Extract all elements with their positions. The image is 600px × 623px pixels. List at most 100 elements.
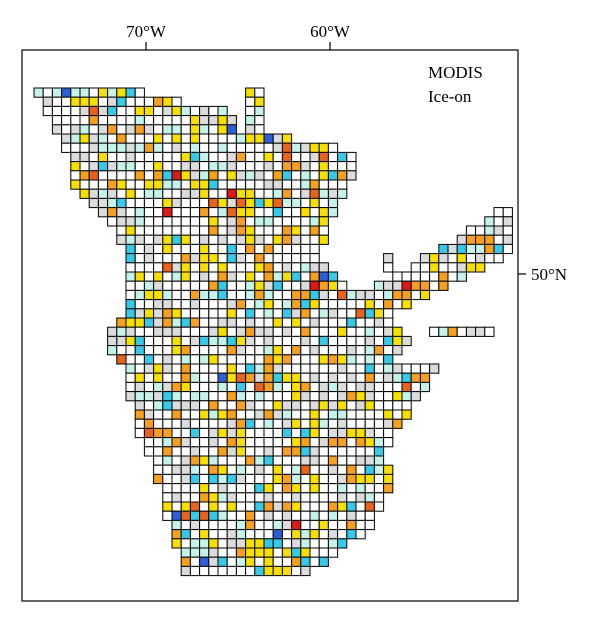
grid-cell xyxy=(226,280,237,291)
grid-cell xyxy=(309,299,320,310)
grid-cell xyxy=(125,372,136,383)
grid-cell xyxy=(107,87,118,98)
grid-cell xyxy=(245,437,256,448)
grid-cell xyxy=(281,289,293,301)
grid-cell xyxy=(254,243,265,255)
grid-cell xyxy=(79,161,90,172)
grid-cell xyxy=(116,96,127,107)
grid-cell xyxy=(180,115,191,126)
grid-cell xyxy=(291,262,302,273)
grid-cell xyxy=(217,538,228,549)
grid-cell xyxy=(318,529,329,540)
grid-cell xyxy=(153,271,164,282)
grid-cell xyxy=(208,262,219,273)
grid-cell xyxy=(300,207,311,218)
grid-cell xyxy=(263,170,274,181)
grid-cell xyxy=(392,289,403,301)
grid-cell xyxy=(107,124,118,135)
grid-cell xyxy=(180,538,191,549)
grid-cell xyxy=(217,105,228,117)
grid-cell xyxy=(180,501,191,512)
grid-cell xyxy=(208,418,219,429)
grid-cell xyxy=(162,96,173,107)
grid-cell xyxy=(79,124,90,135)
grid-cell xyxy=(116,105,127,117)
grid-cell xyxy=(383,335,394,347)
grid-cell xyxy=(337,538,348,549)
grid-cell xyxy=(309,464,320,475)
grid-cell xyxy=(337,326,348,337)
grid-cell xyxy=(355,510,366,521)
grid-cell xyxy=(162,253,173,264)
grid-cell xyxy=(337,381,348,393)
grid-cell xyxy=(125,142,136,153)
grid-cell xyxy=(153,179,164,190)
grid-cell xyxy=(318,510,329,521)
grid-cell xyxy=(171,299,182,310)
grid-cell xyxy=(79,96,90,107)
grid-cell xyxy=(125,96,136,107)
grid-cell xyxy=(171,345,182,356)
grid-cell xyxy=(235,510,247,521)
grid-cell xyxy=(245,418,256,429)
grid-cell xyxy=(162,115,173,126)
grid-cell xyxy=(199,363,210,374)
grid-cell xyxy=(125,225,136,236)
grid-cell xyxy=(61,96,72,107)
grid-cell xyxy=(337,280,348,291)
grid-cell xyxy=(134,372,145,383)
grid-cell xyxy=(143,308,155,319)
grid-cell xyxy=(401,335,412,347)
grid-cell xyxy=(143,400,155,411)
grid-cell xyxy=(337,446,348,457)
grid-cell xyxy=(180,381,191,393)
grid-cell xyxy=(88,151,99,163)
grid-cell xyxy=(199,188,210,199)
grid-cell xyxy=(199,225,210,236)
grid-cell xyxy=(346,363,357,374)
grid-cell xyxy=(235,538,247,549)
grid-cell xyxy=(134,105,145,117)
grid-cell xyxy=(465,326,477,337)
grid-cell xyxy=(245,179,256,190)
grid-cell xyxy=(107,179,118,190)
grid-cell xyxy=(171,427,182,439)
grid-cell xyxy=(263,225,274,236)
grid-cell xyxy=(162,501,173,512)
grid-cell xyxy=(125,207,136,218)
grid-cell xyxy=(125,87,136,98)
grid-cell xyxy=(346,326,357,337)
grid-cell xyxy=(429,363,440,374)
grid-cell xyxy=(134,207,145,218)
grid-cell xyxy=(116,335,127,347)
grid-cell xyxy=(171,188,182,199)
grid-cell xyxy=(364,464,375,475)
grid-cell xyxy=(364,354,375,365)
grid-cell xyxy=(153,115,164,126)
grid-cell xyxy=(346,529,357,540)
grid-cell xyxy=(189,464,201,475)
grid-cell xyxy=(327,151,339,163)
grid-cell xyxy=(143,151,155,163)
grid-cell xyxy=(281,170,293,181)
grid-cell xyxy=(134,262,145,273)
grid-cell xyxy=(116,151,127,163)
grid-cell xyxy=(208,170,219,181)
grid-cell xyxy=(162,234,173,245)
grid-cell xyxy=(235,455,247,466)
grid-cell xyxy=(97,115,109,126)
grid-cell xyxy=(309,372,320,383)
grid-cell xyxy=(318,538,329,549)
grid-cell xyxy=(272,207,283,218)
grid-cell xyxy=(217,151,228,163)
grid-cell xyxy=(263,501,274,512)
grid-cell xyxy=(272,161,283,172)
grid-cell xyxy=(318,280,329,291)
grid-cell xyxy=(254,197,265,209)
grid-cell xyxy=(309,197,320,209)
grid-cell xyxy=(318,354,329,365)
grid-cell xyxy=(346,455,357,466)
grid-cell xyxy=(199,326,210,337)
grid-cell xyxy=(199,133,210,144)
grid-cell xyxy=(373,345,385,356)
